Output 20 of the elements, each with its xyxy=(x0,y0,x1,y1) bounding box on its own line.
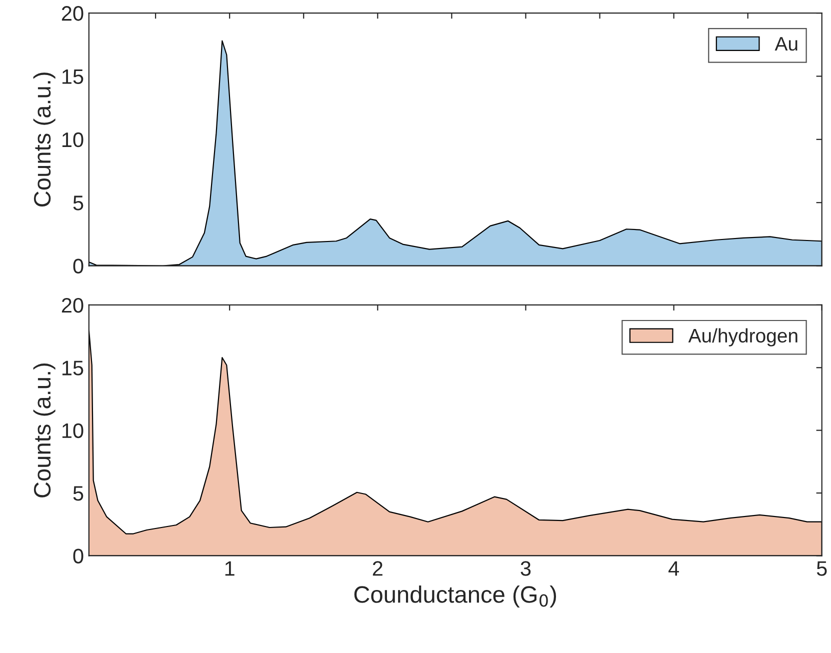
x-tick-label: 1 xyxy=(225,561,234,576)
y-tick-label: 0 xyxy=(73,548,84,564)
x-tick-label: 5 xyxy=(816,561,827,576)
x-axis-title: Counductance (G$_{0}$) xyxy=(354,586,556,608)
legend-label: Au/hydrogen xyxy=(688,328,798,346)
x-tick-label: 3 xyxy=(520,561,531,576)
y-tick-label: 10 xyxy=(62,423,84,438)
y-tick-label: 5 xyxy=(73,196,84,210)
y-axis-title: Counts (a.u.) xyxy=(33,72,56,206)
y-axis-title: Counts (a.u.) xyxy=(33,364,56,498)
y-tick-label: 20 xyxy=(62,298,84,313)
y-tick-label: 5 xyxy=(73,486,84,501)
x-tick-label: 4 xyxy=(668,561,679,576)
y-tick-label: 0 xyxy=(73,258,84,274)
y-tick-label: 10 xyxy=(62,132,84,148)
y-tick-label: 15 xyxy=(62,360,84,376)
legend-label: Au xyxy=(774,37,798,51)
y-tick-label: 15 xyxy=(62,69,84,84)
y-tick-label: 20 xyxy=(62,6,84,21)
x-tick-label: 2 xyxy=(372,561,382,576)
